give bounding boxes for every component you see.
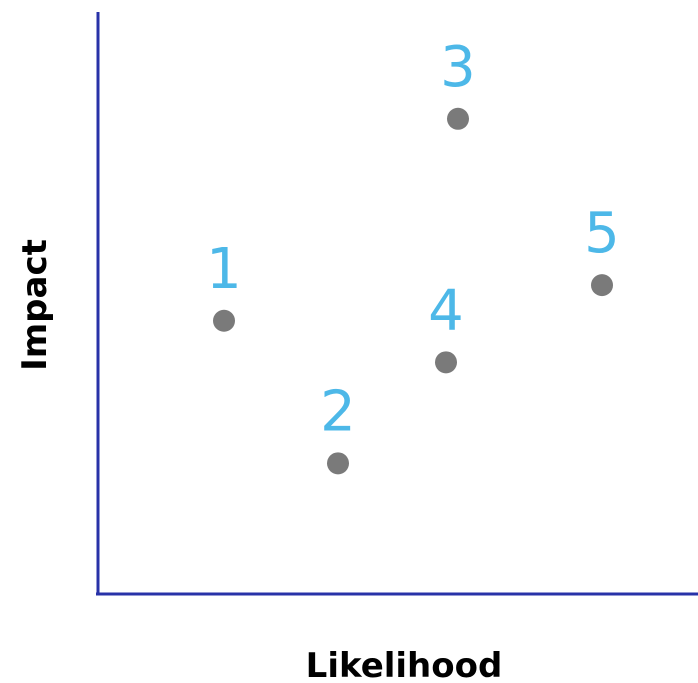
data-label-3: 3 bbox=[440, 35, 476, 100]
data-label-5: 5 bbox=[584, 201, 620, 266]
data-point-3 bbox=[447, 107, 469, 130]
data-label-4: 4 bbox=[428, 278, 464, 343]
data-point-1 bbox=[213, 309, 235, 332]
data-point-5 bbox=[591, 274, 613, 297]
data-label-1: 1 bbox=[206, 237, 242, 302]
data-label-2: 2 bbox=[320, 379, 356, 444]
x-axis-title: Likelihood bbox=[306, 646, 503, 683]
data-points: 1 2 3 4 5 bbox=[206, 35, 620, 475]
data-point-4 bbox=[435, 351, 457, 374]
y-axis-title: Impact bbox=[15, 239, 55, 371]
data-point-2 bbox=[327, 452, 349, 475]
